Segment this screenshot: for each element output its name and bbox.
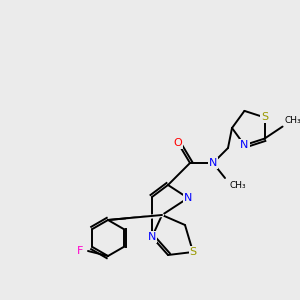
Text: N: N <box>148 232 156 242</box>
Text: N: N <box>209 158 217 168</box>
Text: N: N <box>240 140 249 150</box>
Text: S: S <box>189 247 197 257</box>
Text: N: N <box>184 193 192 203</box>
Text: S: S <box>261 112 268 122</box>
Text: CH₃: CH₃ <box>229 181 246 190</box>
Text: O: O <box>174 138 182 148</box>
Text: F: F <box>77 246 83 256</box>
Text: CH₃: CH₃ <box>285 116 300 124</box>
